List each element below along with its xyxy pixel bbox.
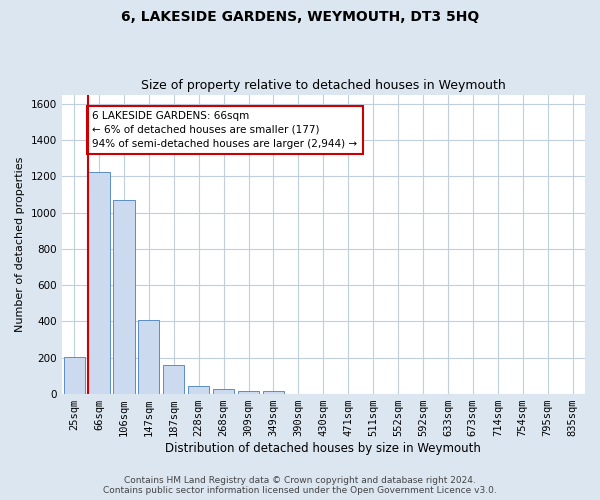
X-axis label: Distribution of detached houses by size in Weymouth: Distribution of detached houses by size … — [166, 442, 481, 455]
Text: 6, LAKESIDE GARDENS, WEYMOUTH, DT3 5HQ: 6, LAKESIDE GARDENS, WEYMOUTH, DT3 5HQ — [121, 10, 479, 24]
Bar — [88, 172, 110, 394]
Bar — [263, 391, 284, 394]
Bar — [188, 386, 209, 394]
Text: 6 LAKESIDE GARDENS: 66sqm
← 6% of detached houses are smaller (177)
94% of semi-: 6 LAKESIDE GARDENS: 66sqm ← 6% of detach… — [92, 111, 358, 149]
Bar — [213, 389, 234, 394]
Bar — [238, 391, 259, 394]
Bar — [163, 364, 184, 394]
Text: Contains HM Land Registry data © Crown copyright and database right 2024.
Contai: Contains HM Land Registry data © Crown c… — [103, 476, 497, 495]
Bar — [64, 357, 85, 394]
Bar — [113, 200, 134, 394]
Y-axis label: Number of detached properties: Number of detached properties — [15, 156, 25, 332]
Title: Size of property relative to detached houses in Weymouth: Size of property relative to detached ho… — [141, 79, 506, 92]
Bar — [138, 320, 160, 394]
